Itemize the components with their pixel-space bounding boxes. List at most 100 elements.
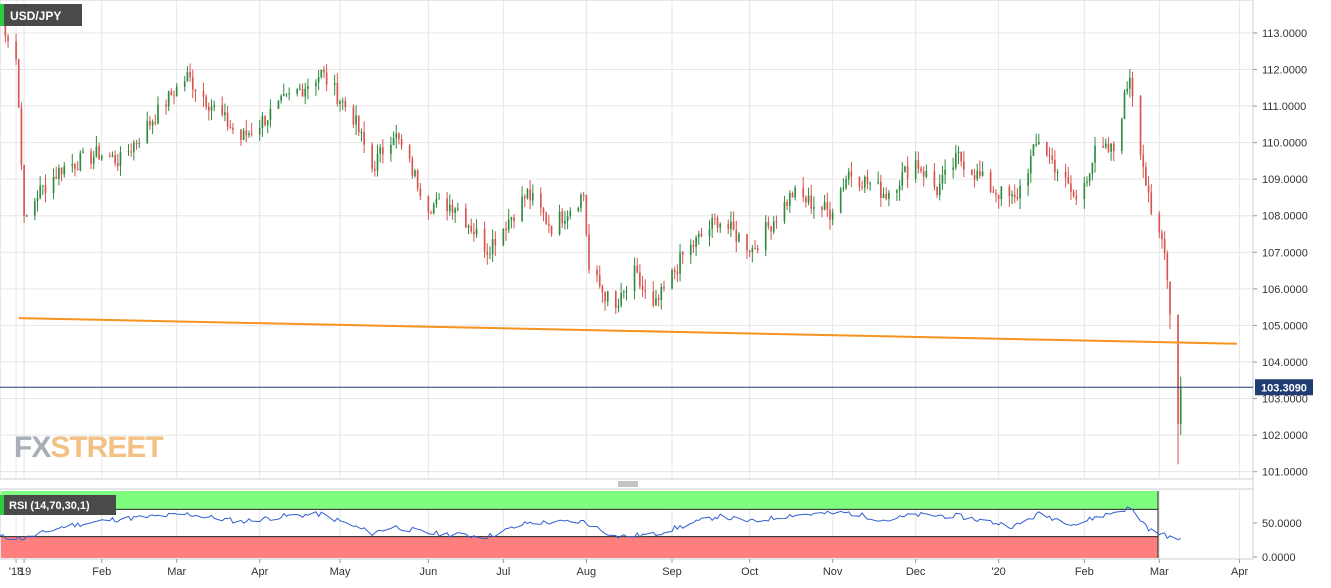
candle-body — [788, 193, 791, 206]
candle-body — [392, 137, 395, 145]
candle-body — [885, 193, 888, 199]
candle-body — [981, 171, 984, 176]
candle-body — [960, 151, 962, 162]
time-axis-label: Aug — [577, 566, 597, 578]
candle-body — [1102, 145, 1104, 148]
candle-body — [419, 188, 422, 197]
candle-body — [371, 144, 373, 169]
candle-body — [877, 181, 880, 184]
candle-body — [730, 221, 732, 229]
candle-body — [850, 171, 853, 177]
candle-body — [845, 179, 847, 188]
time-axis-label: '19 — [17, 566, 31, 578]
candle-body — [839, 189, 842, 213]
candle-body — [76, 168, 79, 171]
candle-body — [1054, 159, 1056, 173]
candle-body — [1123, 91, 1126, 120]
candle-body — [577, 207, 580, 212]
candle-body — [652, 291, 655, 306]
candle-body — [92, 156, 95, 164]
candle-body — [1166, 253, 1169, 281]
candle-body — [561, 211, 564, 224]
candle-body — [521, 196, 523, 222]
candle-body — [475, 228, 478, 235]
candle-body — [149, 121, 151, 126]
candle-body — [352, 107, 355, 125]
candle-body — [582, 194, 585, 196]
candle-body — [245, 130, 248, 136]
candle-body — [1104, 143, 1107, 148]
candle-body — [810, 195, 813, 209]
candle-body — [802, 187, 805, 198]
candle-body — [633, 265, 636, 291]
candle-body — [1064, 172, 1067, 178]
candle-body — [82, 151, 84, 153]
candle-body — [1088, 173, 1091, 182]
candle-body — [258, 127, 261, 135]
candle-body — [580, 194, 582, 208]
time-axis-label: Nov — [823, 566, 843, 578]
candle-body — [307, 86, 309, 89]
candle-body — [880, 181, 882, 198]
candle-body — [1110, 143, 1112, 152]
candle-body — [138, 142, 141, 144]
candle-body — [1019, 185, 1021, 199]
candle-body — [315, 82, 317, 87]
candle-body — [261, 116, 264, 128]
candle-body — [925, 171, 928, 177]
candle-body — [1179, 387, 1182, 425]
candle-body — [936, 186, 938, 196]
candle-body — [376, 153, 379, 171]
candle-body — [25, 215, 28, 217]
candle-body — [606, 291, 609, 302]
candle-body — [165, 104, 167, 107]
candle-body — [1056, 172, 1059, 174]
candle-body — [17, 59, 20, 108]
candle-body — [957, 151, 960, 154]
candle-body — [505, 228, 507, 231]
candle-body — [529, 189, 531, 201]
panel-resize-handle[interactable] — [618, 481, 638, 487]
candle-body — [435, 198, 438, 205]
candle-body — [502, 228, 505, 246]
candle-body — [111, 155, 114, 157]
candle-body — [98, 146, 100, 160]
candle-body — [941, 174, 944, 184]
rsi-label: RSI (14,70,30,1) — [9, 500, 90, 512]
price-axis-label: 108.0000 — [1262, 211, 1308, 223]
candle-body — [1112, 143, 1115, 151]
candle-body — [491, 239, 494, 255]
candle-body — [869, 183, 871, 185]
candle-body — [826, 202, 829, 210]
candle-body — [770, 226, 772, 232]
candle-body — [564, 220, 566, 224]
candle-body — [269, 108, 272, 121]
candle-body — [208, 106, 210, 111]
candle-body — [641, 286, 644, 290]
candle-body — [625, 290, 628, 292]
candle-body — [430, 212, 432, 214]
candle-body — [432, 204, 435, 214]
candle-body — [1169, 281, 1171, 315]
candle-body — [250, 133, 253, 135]
candle-body — [42, 185, 44, 187]
candle-body — [194, 89, 197, 92]
candle-body — [622, 291, 625, 293]
candle-body — [732, 221, 735, 230]
price-axis-label: 102.0000 — [1262, 430, 1308, 442]
candle-body — [558, 211, 561, 235]
candle-body — [700, 233, 703, 237]
candle-body — [823, 202, 826, 210]
candle-body — [173, 95, 175, 97]
candle-body — [954, 153, 957, 168]
candle-body — [467, 225, 470, 228]
candle-body — [296, 89, 299, 94]
candle-body — [344, 100, 347, 108]
candle-body — [1129, 77, 1131, 89]
candle-body — [186, 72, 189, 82]
candle-body — [866, 176, 869, 184]
candle-body — [914, 160, 917, 179]
candle-body — [979, 170, 981, 176]
candle-body — [1000, 186, 1003, 200]
